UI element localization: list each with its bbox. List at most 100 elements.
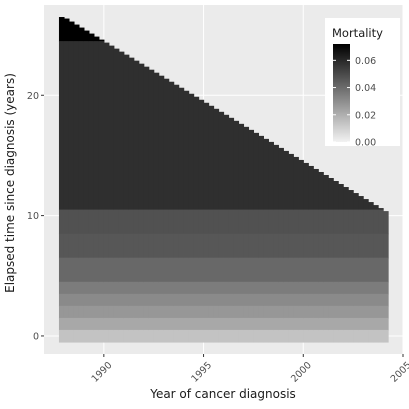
heatmap-tile — [383, 211, 389, 235]
heatmap-tile — [378, 317, 384, 331]
heatmap-tile — [353, 293, 359, 307]
heatmap-tile — [378, 305, 384, 319]
heatmap-tile — [218, 111, 225, 211]
heatmap-tile — [103, 233, 110, 259]
heatmap-tile — [108, 329, 115, 343]
heatmap-tile — [98, 257, 105, 283]
heatmap-tile — [283, 329, 289, 343]
heatmap-tile — [258, 317, 264, 331]
heatmap-tile — [153, 329, 160, 343]
heatmap-tile — [203, 305, 210, 319]
heatmap-tile — [178, 281, 185, 295]
heatmap-tile — [288, 293, 294, 307]
heatmap-tile — [343, 329, 349, 343]
heatmap-tile — [368, 209, 374, 235]
heatmap-tile — [323, 257, 329, 283]
heatmap-tile — [118, 209, 125, 235]
heatmap-tile — [108, 233, 115, 259]
heatmap-tile — [63, 18, 70, 42]
heatmap-tile — [133, 329, 140, 343]
heatmap-tile — [248, 257, 255, 283]
heatmap-tile — [158, 329, 165, 343]
heatmap-tile — [333, 181, 339, 211]
heatmap-tile — [273, 305, 279, 319]
heatmap-tile — [193, 317, 200, 331]
heatmap-tile — [128, 305, 135, 319]
heatmap-tile — [303, 293, 309, 307]
heatmap-tile — [73, 281, 80, 295]
heatmap-tile — [233, 293, 240, 307]
heatmap-tile — [78, 257, 85, 283]
heatmap-tile — [253, 233, 260, 259]
heatmap-tile — [268, 281, 274, 295]
heatmap-tile — [358, 305, 364, 319]
heatmap-tile — [148, 293, 155, 307]
x-axis-ticks: 1990 1995 2000 2005 — [90, 354, 409, 385]
heatmap-tile — [243, 233, 250, 259]
heatmap-tile — [313, 257, 319, 283]
heatmap-tile — [368, 281, 374, 295]
heatmap-tile — [348, 293, 354, 307]
heatmap-tile — [188, 209, 195, 235]
heatmap-tile — [213, 293, 220, 307]
heatmap-tile — [93, 36, 100, 42]
heatmap-tile — [98, 41, 105, 211]
heatmap-tile — [278, 281, 284, 295]
heatmap-tile — [63, 293, 70, 307]
heatmap-tile — [308, 329, 314, 343]
heatmap-tile — [348, 305, 354, 319]
heatmap-tile — [243, 293, 250, 307]
heatmap-tile — [218, 329, 225, 343]
heatmap-tile — [378, 257, 384, 283]
heatmap-tile — [133, 233, 140, 259]
heatmap-tile — [263, 233, 269, 259]
heatmap-tile — [308, 317, 314, 331]
x-tick-label: 1990 — [90, 360, 115, 385]
heatmap-tile — [173, 305, 180, 319]
heatmap-tile — [328, 233, 334, 259]
heatmap-tile — [368, 317, 374, 331]
heatmap-tile — [73, 24, 80, 42]
heatmap-tile — [288, 153, 294, 211]
heatmap-tile — [148, 329, 155, 343]
heatmap-tile — [63, 317, 70, 331]
heatmap-tile — [153, 257, 160, 283]
heatmap-tile — [308, 209, 314, 235]
heatmap-tile — [358, 317, 364, 331]
heatmap-tile — [243, 126, 250, 211]
heatmap-tile — [298, 257, 304, 283]
heatmap-tile — [268, 317, 274, 331]
heatmap-tile — [138, 293, 145, 307]
heatmap-tile — [68, 233, 75, 259]
legend-tick-label: 0.04 — [355, 83, 376, 94]
heatmap-tile — [198, 209, 205, 235]
heatmap-tile — [263, 317, 269, 331]
heatmap-tile — [193, 257, 200, 283]
heatmap-tile — [348, 329, 354, 343]
heatmap-tile — [178, 305, 185, 319]
heatmap-tile — [268, 233, 274, 259]
heatmap-tile — [198, 329, 205, 343]
heatmap-tile — [183, 317, 190, 331]
heatmap-tile — [358, 209, 364, 235]
legend-tick-label: 0.02 — [355, 110, 376, 121]
heatmap-tile — [293, 156, 299, 211]
heatmap-tile — [298, 293, 304, 307]
heatmap-tile — [273, 233, 279, 259]
heatmap-tile — [353, 281, 359, 295]
heatmap-tile — [133, 257, 140, 283]
legend-title: Mortality — [332, 26, 383, 40]
heatmap-tile — [113, 48, 120, 211]
heatmap-tile — [73, 209, 80, 235]
x-tick-label: 2005 — [389, 360, 409, 385]
heatmap-tile — [298, 317, 304, 331]
heatmap-tile — [178, 293, 185, 307]
heatmap-tile — [73, 41, 80, 211]
y-tick-label: 0 — [33, 331, 39, 342]
heatmap-tile — [83, 41, 90, 211]
heatmap-tile — [163, 233, 170, 259]
heatmap-tile — [253, 317, 260, 331]
heatmap-tile — [158, 305, 165, 319]
heatmap-tile — [118, 257, 125, 283]
heatmap-tile — [383, 281, 389, 295]
